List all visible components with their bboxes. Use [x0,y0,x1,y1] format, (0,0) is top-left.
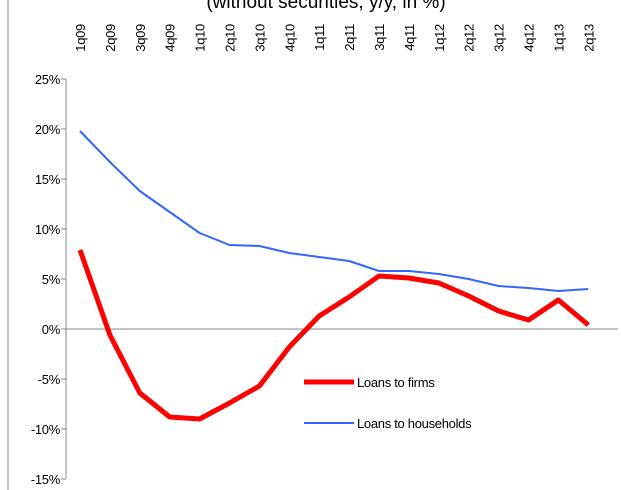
y-tick-label: 0% [42,322,61,337]
y-tick-label: 25% [35,72,61,87]
x-tick-label: 2q09 [103,24,118,52]
x-tick-label: 1q09 [73,24,88,52]
series-lines [77,130,590,422]
y-tick-label: 10% [35,222,61,237]
chart-title: (without securities, y/y, in %) [206,0,445,13]
x-tick-label: 4q11 [402,24,417,51]
x-axis-ticks: 1q09 2q09 3q09 4q09 1q10 2q10 3q10 4q10 1q11 2q11… [73,24,596,52]
x-tick-label: 2q10 [223,24,238,52]
x-tick-label: 1q11 [312,24,327,51]
series-line-loans-to-firms [77,249,590,422]
legend-label-loans-to-firms: Loans to firms [357,375,435,390]
y-tick-label: -15% [31,472,61,487]
y-tick-label: -10% [31,422,61,437]
y-axis-ticks: 25% 20% 15% 10% 5% 0% -5% -10% -15% [31,72,66,487]
y-tick-label: 5% [42,272,61,287]
y-tick-label: 15% [35,172,61,187]
x-tick-label: 4q10 [282,24,297,52]
x-tick-label: 4q09 [163,24,178,52]
x-tick-label: 1q10 [193,24,208,52]
y-tick-label: -5% [38,372,61,387]
y-tick-label: 20% [35,122,61,137]
legend-label-loans-to-households: Loans to households [357,416,472,431]
plot-area [65,79,618,479]
x-tick-label: 1q13 [551,24,566,52]
x-tick-label: 2q11 [342,24,357,51]
x-tick-label: 3q09 [133,24,148,52]
x-tick-label: 4q12 [522,24,537,52]
x-tick-label: 3q10 [252,24,267,52]
x-tick-label: 3q12 [492,24,507,52]
series-line-loans-to-households [79,130,589,292]
x-tick-label: 3q11 [372,24,387,51]
x-tick-label: 1q12 [432,24,447,52]
x-tick-label: 2q12 [462,24,477,52]
x-tick-label: 2q13 [581,24,596,52]
legend: Loans to firms Loans to households [304,375,472,431]
